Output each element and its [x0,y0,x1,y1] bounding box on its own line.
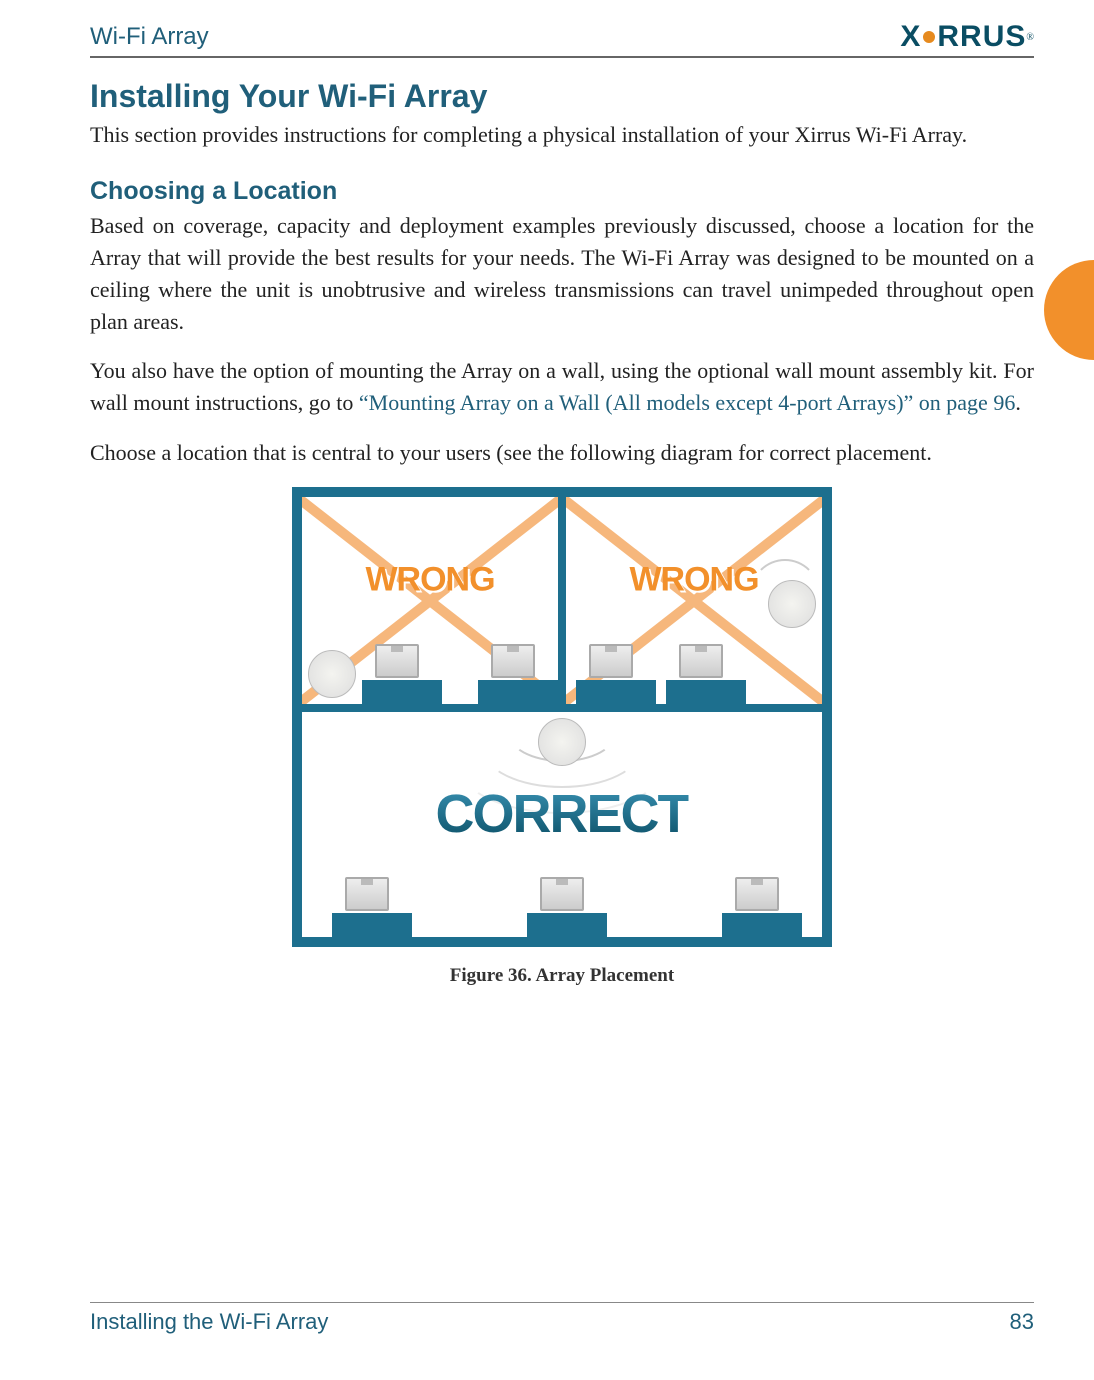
footer-page-number: 83 [1010,1309,1034,1335]
registered-mark-icon: ® [1026,32,1034,43]
computer-icon [478,644,548,704]
computer-icon [332,877,402,937]
correct-cell: CORRECT [302,712,822,937]
array-device-icon [768,580,816,628]
placement-diagram: WRONG WRONG [292,487,832,947]
computer-icon [527,877,597,937]
side-tab [1044,260,1094,360]
computer-icon [362,644,432,704]
computer-icon [666,644,736,704]
brand-logo: X RRUS ® [900,20,1034,54]
heading-installing: Installing Your Wi-Fi Array [90,78,1034,115]
page-header: Wi-Fi Array X RRUS ® [90,20,1034,58]
intro-paragraph: This section provides instructions for c… [90,119,1034,151]
wrong-cell-left: WRONG [302,497,558,704]
brand-logo-text-left: X [900,20,921,54]
array-device-icon [308,650,356,698]
label-wrong: WRONG [629,561,758,600]
paragraph-location-3: Choose a location that is central to you… [90,437,1034,469]
figure-caption: Figure 36. Array Placement [450,965,674,987]
computer-icon [722,877,792,937]
diagram-row-wrong: WRONG WRONG [302,497,822,704]
paragraph-location-2: You also have the option of mounting the… [90,355,1034,419]
figure-array-placement: WRONG WRONG [90,487,1034,987]
brand-logo-text-right: RRUS [937,20,1026,54]
paragraph-location-1: Based on coverage, capacity and deployme… [90,210,1034,338]
wrong-cell-right: WRONG [566,497,822,704]
header-doc-title: Wi-Fi Array [90,23,209,51]
page-footer: Installing the Wi-Fi Array 83 [90,1302,1034,1335]
heading-choosing-location: Choosing a Location [90,177,1034,206]
cross-ref-link[interactable]: “Mounting Array on a Wall (All models ex… [359,390,1015,415]
brand-logo-dot-icon [923,31,935,43]
computer-icon [576,644,646,704]
array-device-icon [538,718,586,766]
footer-section-title: Installing the Wi-Fi Array [90,1309,328,1335]
label-correct: CORRECT [436,783,689,845]
p2-text-b: . [1015,390,1021,415]
label-wrong: WRONG [365,561,494,600]
